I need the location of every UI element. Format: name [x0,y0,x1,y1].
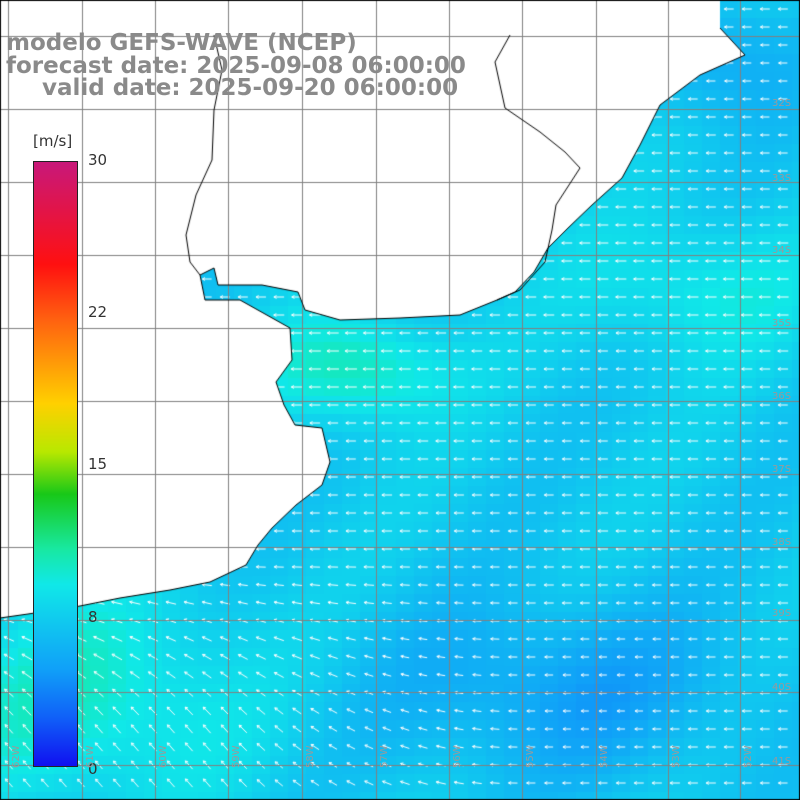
lat-label-38S: 38S [772,537,792,548]
lat-label-39S: 39S [772,608,792,619]
lon-label-52W: 52W [743,745,754,768]
lon-label-53W: 53W [671,745,682,768]
colorbar-unit: [m/s] [33,132,73,150]
title-forecast-date: forecast date: 2025-09-08 06:00:00 [6,53,466,79]
lat-label-33S: 33S [772,173,792,184]
lon-label-58W: 58W [305,745,316,768]
lon-label-61W: 61W [85,745,96,768]
lon-label-57W: 57W [379,745,390,768]
lat-label-35S: 35S [772,318,792,329]
colorbar-tick-22: 22 [88,303,108,321]
title-valid-date: valid date: 2025-09-20 06:00:00 [42,75,459,101]
colorbar [33,161,78,767]
lon-label-55W: 55W [525,745,536,768]
colorbar-tick-8: 8 [88,608,98,626]
lat-label-36S: 36S [772,391,792,402]
lat-label-41S: 41S [772,756,792,767]
colorbar-tick-15: 15 [88,455,108,473]
colorbar-tick-0: 0 [88,760,98,778]
lat-label-37S: 37S [772,464,792,475]
lon-label-59W: 59W [231,745,242,768]
lon-label-56W: 56W [452,745,463,768]
lon-label-54W: 54W [599,745,610,768]
lon-label-60W: 60W [158,745,169,768]
lat-label-32S: 32S [772,98,792,109]
lat-label-34S: 34S [772,245,792,256]
lat-label-40S: 40S [772,682,792,693]
title-model: modelo GEFS-WAVE (NCEP) [6,30,357,56]
colorbar-tick-30: 30 [88,151,108,169]
lon-label-62W: 62W [11,745,22,768]
